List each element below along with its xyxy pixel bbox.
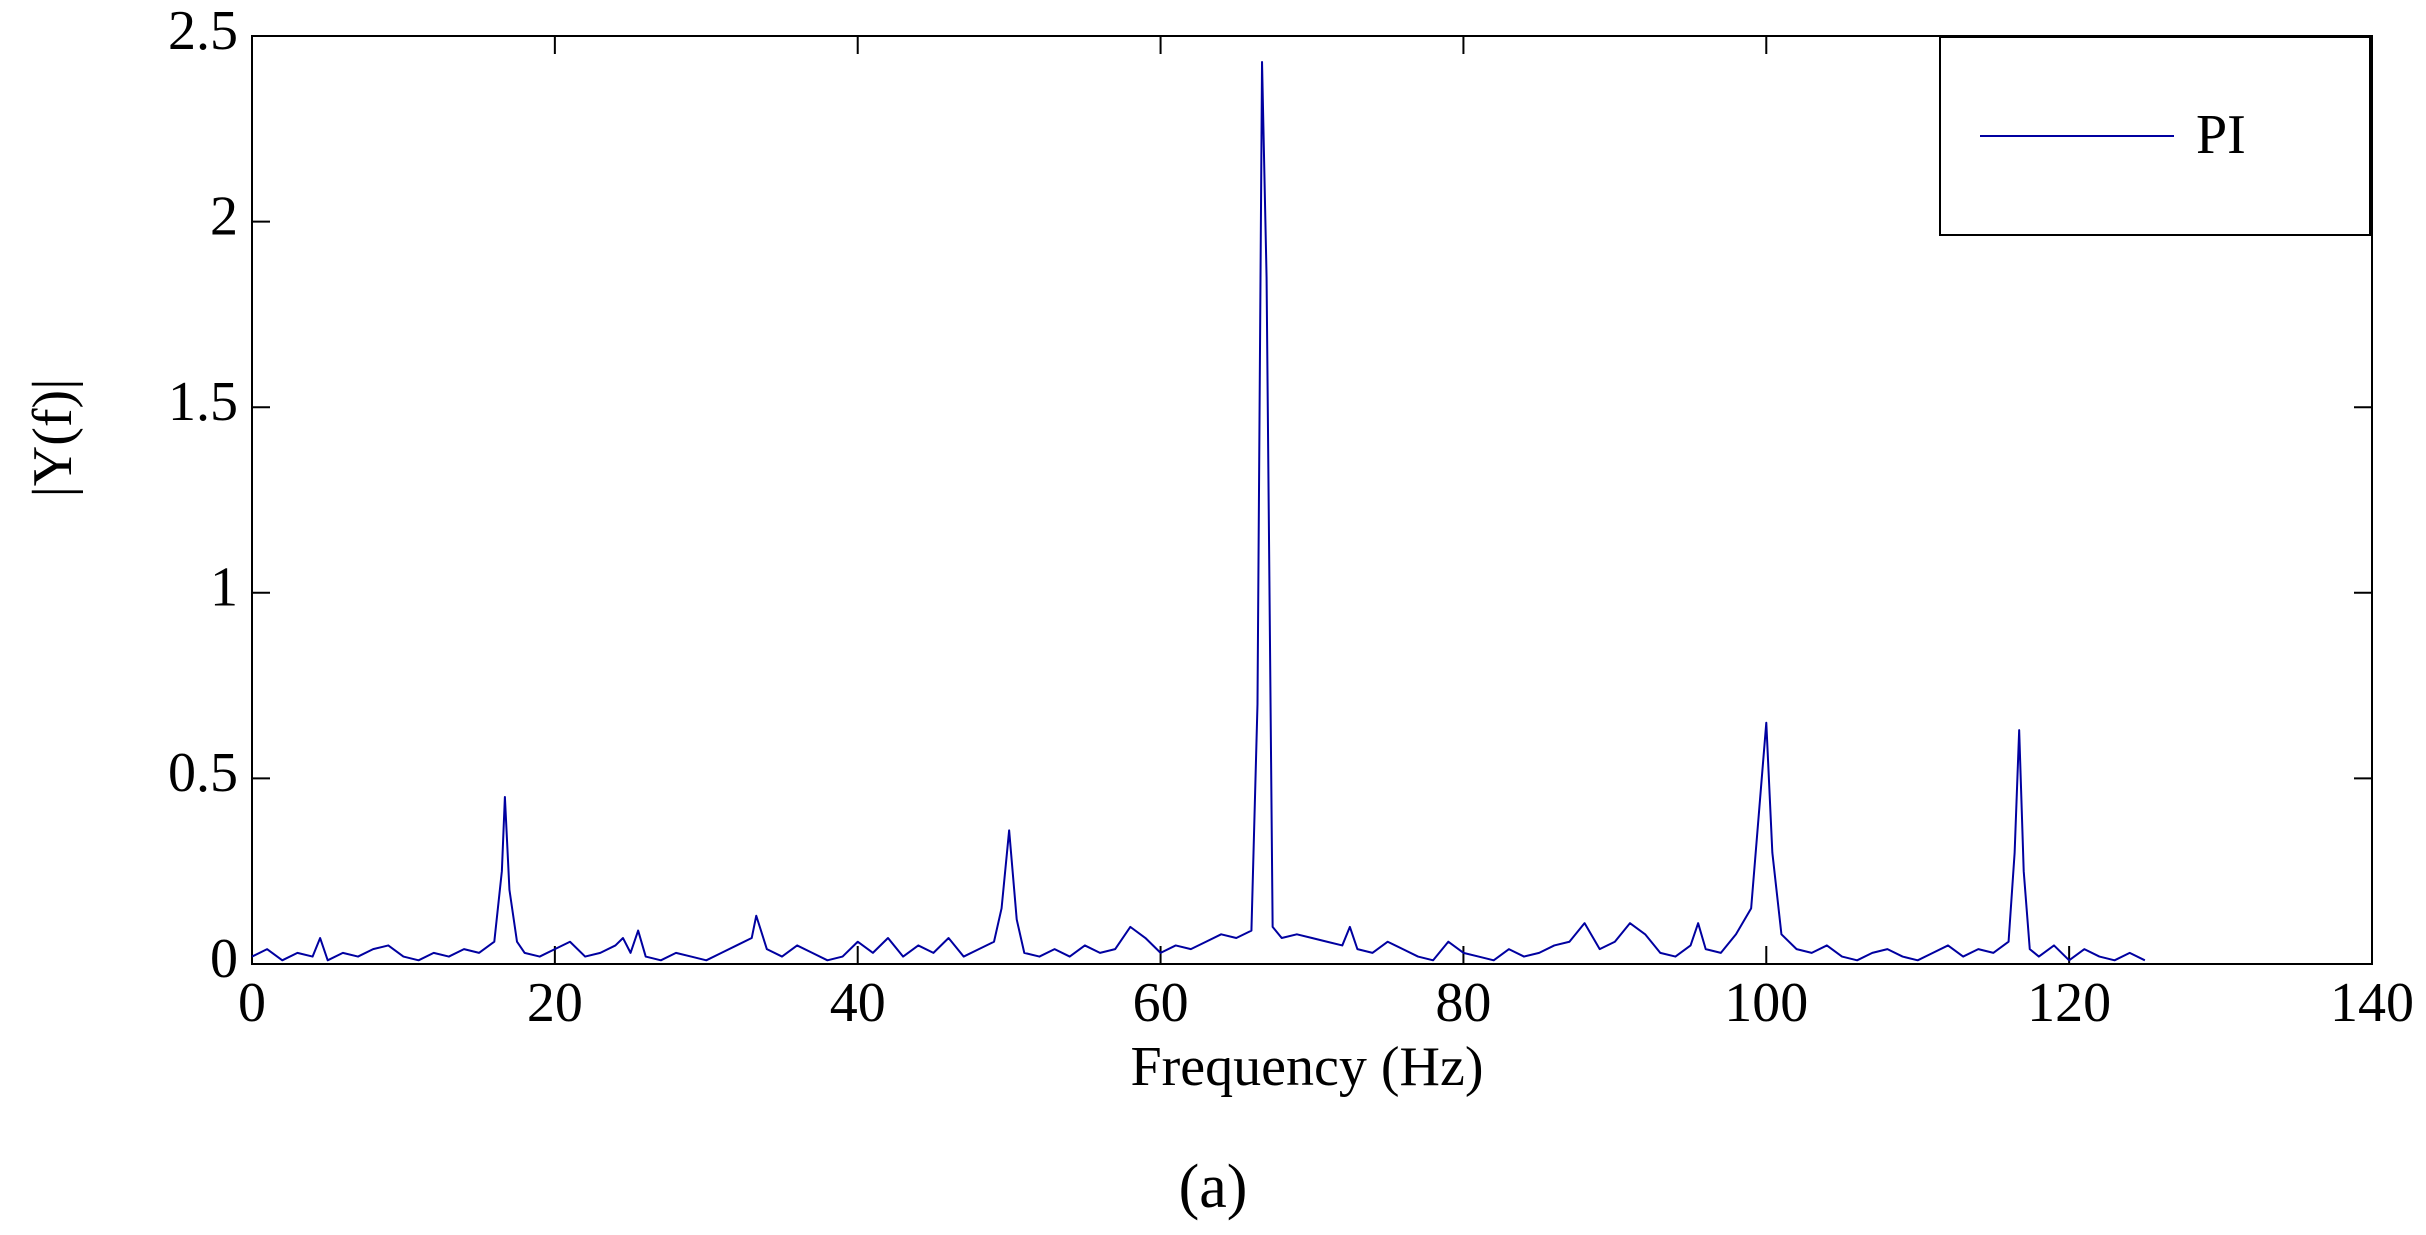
x-tick-label: 80 [1435,972,1491,1034]
plot-frame [251,35,2373,965]
x-tick-label: 40 [830,972,886,1034]
caption: (a) [1179,1153,1248,1221]
legend-label: PI [2196,104,2246,166]
y-tick-label: 2.5 [168,0,238,62]
x-tick-label: 60 [1133,972,1189,1034]
y-tick-label: 0 [210,928,238,990]
x-tick-label: 20 [527,972,583,1034]
y-tick-label: 1 [210,557,238,619]
y-tick-label: 1.5 [168,371,238,433]
x-tick-label: 0 [238,972,266,1034]
line-series [251,60,2146,962]
x-tick-label: 120 [2027,972,2111,1034]
y-tick-label: 2 [210,185,238,247]
x-tick-label: 100 [1724,972,1808,1034]
y-axis-label: |Y(f)| [22,379,84,498]
y-tick-label: 0.5 [168,742,238,804]
x-tick-label: 140 [2330,972,2414,1034]
x-axis-label: Frequency (Hz) [1131,1036,1484,1098]
